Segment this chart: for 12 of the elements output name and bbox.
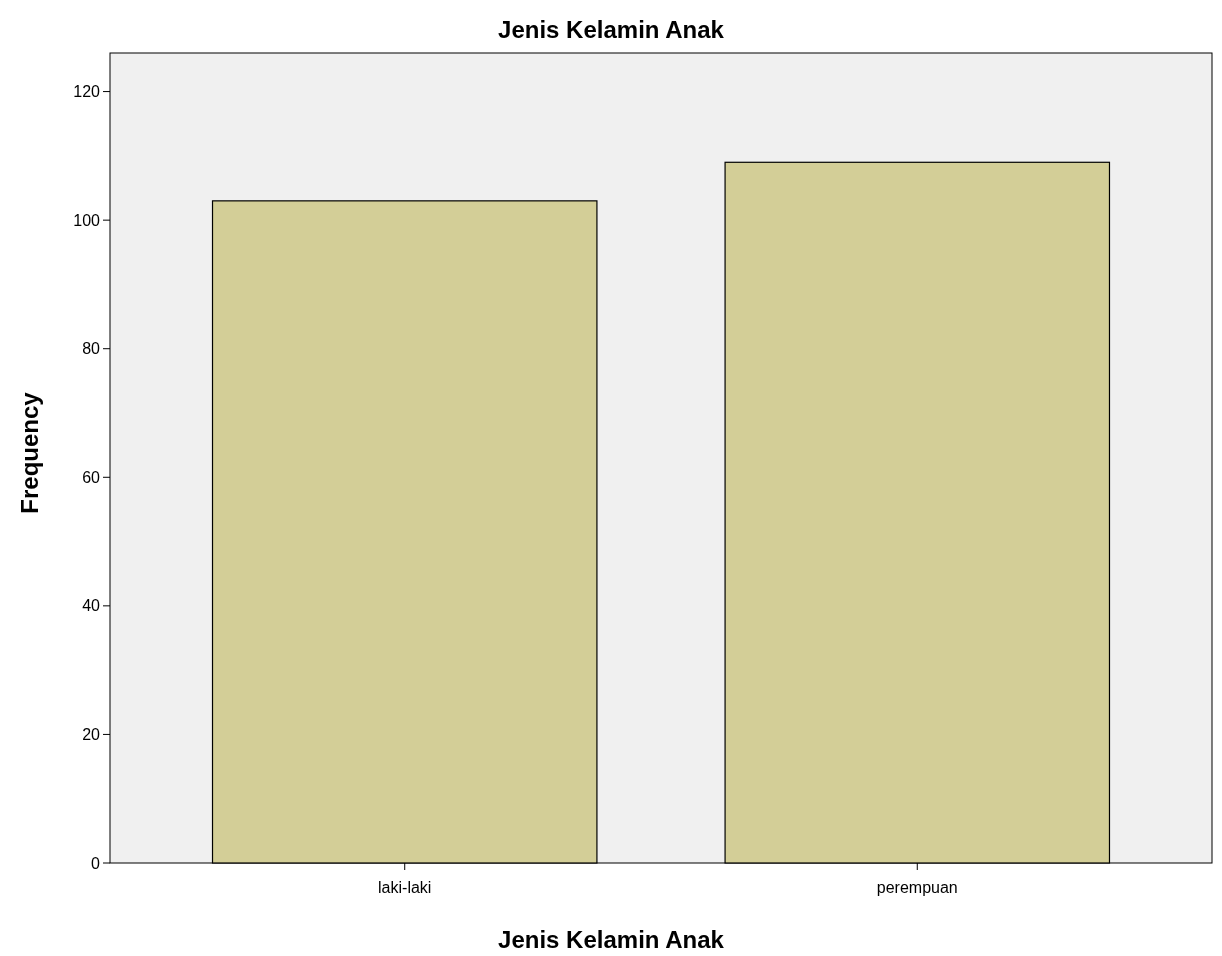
y-tick-label: 100	[73, 211, 101, 229]
y-tick-label: 120	[73, 83, 101, 101]
y-tick-label: 20	[82, 726, 101, 744]
x-tick-label: laki-laki	[378, 879, 432, 896]
x-tick-label: perempuan	[876, 879, 958, 896]
y-tick-label: 40	[82, 597, 101, 615]
y-tick-label: 60	[82, 468, 101, 486]
x-axis-title: Jenis Kelamin Anak	[498, 926, 725, 953]
y-axis-title: Frequency	[16, 391, 43, 514]
chart-title: Jenis Kelamin Anak	[498, 16, 725, 43]
y-tick-label: 80	[82, 340, 101, 358]
y-tick-label: 0	[91, 854, 101, 872]
